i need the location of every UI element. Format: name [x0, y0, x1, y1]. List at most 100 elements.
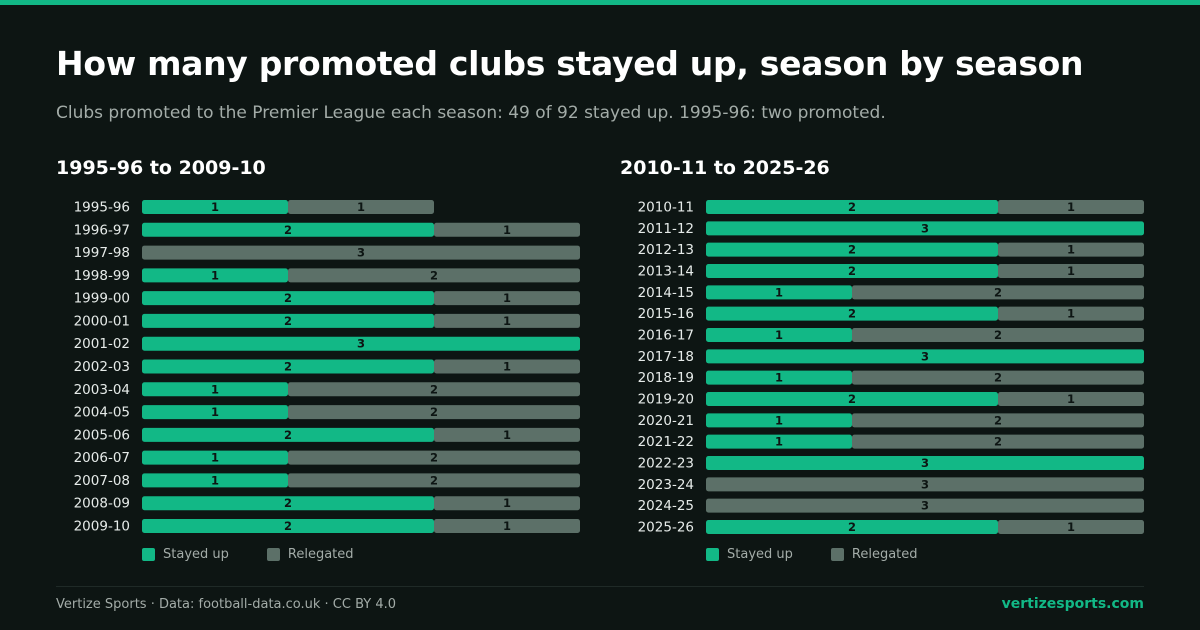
stayed-up-bar	[142, 268, 288, 283]
footer-site-link[interactable]: vertizesports.com	[1001, 596, 1144, 612]
season-label: 1995-96	[74, 200, 130, 216]
legend-item-relegated: Relegated	[830, 547, 918, 562]
stayed-up-bar	[142, 200, 288, 214]
relegated-bar-value-label: 2	[430, 473, 438, 487]
stayed-up-bar-value-label: 1	[211, 382, 219, 396]
stayed-up-bar	[142, 405, 288, 420]
page-subtitle: Clubs promoted to the Premier League eac…	[56, 103, 886, 123]
stayed-up-bar	[706, 264, 998, 278]
stayed-up-bar-value-label: 2	[848, 264, 856, 278]
season-label: 2003-04	[74, 382, 130, 398]
season-label: 2008-09	[74, 496, 130, 512]
relegated-bar	[998, 200, 1144, 214]
stayed-up-bar	[142, 519, 434, 533]
legend-item-stayed-up: Stayed up	[706, 547, 793, 562]
relegated-bar	[288, 473, 580, 488]
relegated-bar-value-label: 1	[503, 519, 511, 533]
relegated-bar	[142, 245, 580, 260]
relegated-bar	[288, 268, 580, 283]
relegated-bar-value-label: 2	[994, 285, 1002, 299]
footer-divider	[56, 586, 1144, 587]
stayed-up-bar-value-label: 2	[848, 200, 856, 214]
relegated-bar-value-label: 2	[430, 382, 438, 396]
left-legend: Stayed up Relegated	[142, 547, 392, 562]
stayed-up-bar-value-label: 1	[211, 268, 219, 282]
relegated-bar	[434, 519, 580, 533]
stayed-up-bar-value-label: 2	[848, 243, 856, 257]
stayed-up-bar-value-label: 2	[284, 496, 292, 510]
stayed-up-bar	[142, 336, 580, 351]
stayed-up-bar-value-label: 2	[848, 392, 856, 406]
relegated-bar-value-label: 1	[1067, 307, 1075, 321]
stayed-up-bar-value-label: 1	[211, 405, 219, 419]
stayed-up-bar-value-label: 1	[211, 451, 219, 465]
stayed-up-bar-value-label: 2	[284, 519, 292, 533]
relegated-bar-value-label: 1	[503, 496, 511, 510]
relegated-bar-value-label: 3	[921, 477, 929, 491]
season-label: 1999-00	[74, 291, 130, 307]
stayed-up-bar-value-label: 1	[211, 473, 219, 487]
season-label: 2009-10	[74, 519, 130, 535]
season-label: 2002-03	[74, 359, 130, 375]
relegated-bar	[288, 405, 580, 420]
left-panel-title: 1995-96 to 2009-10	[56, 157, 266, 179]
stayed-up-bar	[142, 427, 434, 442]
stayed-up-bar-value-label: 3	[921, 221, 929, 235]
stayed-up-bar	[706, 456, 1144, 470]
stayed-up-bar-value-label: 2	[284, 314, 292, 328]
legend-label-relegated: Relegated	[851, 547, 918, 562]
stayed-up-bar	[142, 473, 288, 488]
stayed-up-bar-value-label: 3	[921, 349, 929, 363]
legend-label-stayed-up: Stayed up	[163, 547, 229, 562]
relegated-bar-value-label: 2	[994, 371, 1002, 385]
stayed-up-bar-value-label: 3	[357, 337, 365, 351]
relegated-bar-value-label: 2	[430, 268, 438, 282]
relegated-bar-value-label: 1	[1067, 243, 1075, 257]
relegated-bar-value-label: 3	[921, 499, 929, 513]
relegated-bar	[998, 520, 1144, 534]
relegated-swatch	[266, 548, 280, 561]
stayed-up-bar-value-label: 1	[775, 328, 783, 342]
stayed-up-bar-value-label: 1	[775, 371, 783, 385]
stayed-up-swatch	[706, 548, 719, 561]
left-stacked-bar-chart: 1995-96 1 1 1996-97 2 1 1997-98 3 1998-99 1 2 1999-…	[74, 200, 580, 535]
relegated-bar-value-label: 1	[503, 314, 511, 328]
season-label: 2000-01	[74, 313, 130, 329]
season-label: 2013-14	[638, 264, 694, 280]
stayed-up-bar	[142, 359, 434, 374]
season-label: 2007-08	[74, 473, 130, 489]
stayed-up-bar-value-label: 1	[775, 285, 783, 299]
stayed-up-bar	[706, 285, 852, 300]
stayed-up-bar	[142, 222, 434, 237]
relegated-bar-value-label: 1	[503, 291, 511, 305]
season-label: 2024-25	[638, 498, 694, 514]
stayed-up-swatch	[142, 548, 155, 561]
top-accent-bar	[0, 0, 1200, 5]
season-label: 1996-97	[74, 222, 130, 238]
stayed-up-bar-value-label: 2	[284, 291, 292, 305]
relegated-swatch	[830, 548, 844, 561]
stayed-up-bar-value-label: 2	[284, 428, 292, 442]
season-label: 1997-98	[74, 245, 130, 261]
season-label: 2001-02	[74, 336, 130, 352]
relegated-bar	[852, 285, 1144, 300]
relegated-bar	[288, 200, 434, 214]
stayed-up-bar-value-label: 2	[284, 360, 292, 374]
season-label: 2016-17	[638, 328, 694, 344]
season-label: 2005-06	[74, 427, 130, 443]
season-label: 2014-15	[638, 285, 694, 301]
stayed-up-bar-value-label: 1	[775, 413, 783, 427]
relegated-bar	[998, 264, 1144, 278]
footer-credit: Vertize Sports · Data: football-data.co.…	[56, 597, 397, 612]
season-label: 2006-07	[74, 450, 130, 466]
relegated-bar	[706, 477, 1144, 492]
season-label: 2018-19	[638, 370, 694, 386]
legend-item-stayed-up: Stayed up	[142, 547, 229, 562]
stayed-up-bar-value-label: 2	[848, 307, 856, 321]
relegated-bar	[434, 496, 580, 511]
legend-label-stayed-up: Stayed up	[727, 547, 793, 562]
stayed-up-bar	[142, 450, 288, 465]
relegated-bar	[434, 427, 580, 442]
relegated-bar-value-label: 1	[1067, 264, 1075, 278]
relegated-bar	[434, 291, 580, 306]
